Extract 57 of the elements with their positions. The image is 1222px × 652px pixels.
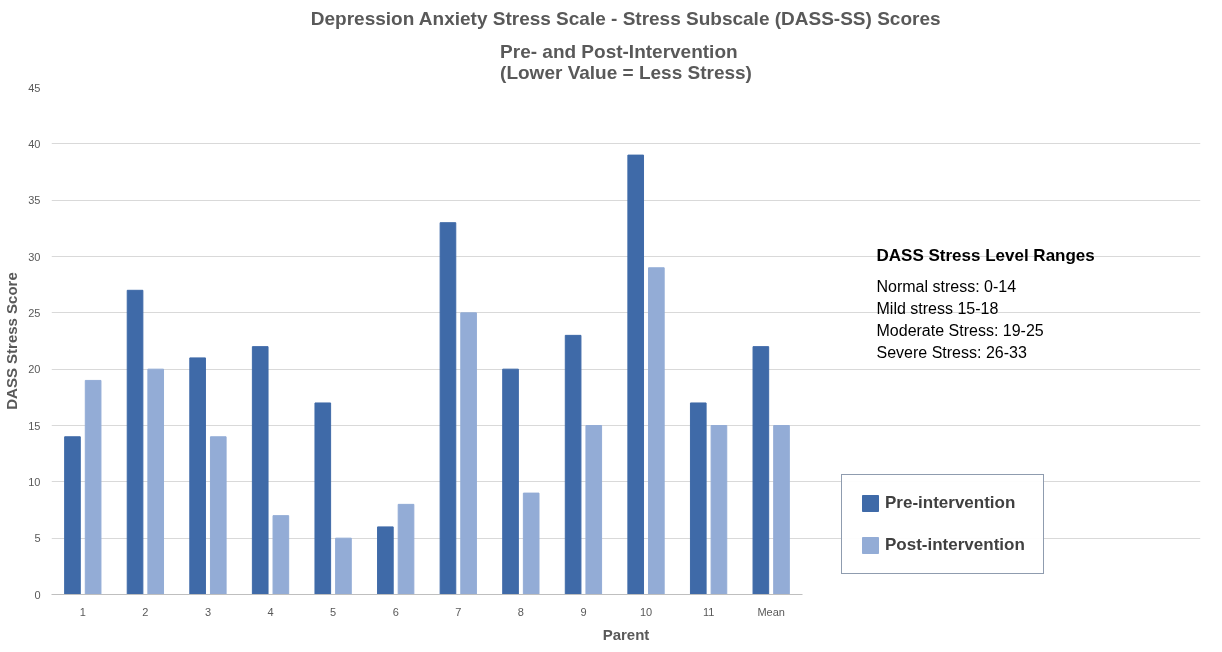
- bar: [502, 368, 519, 595]
- x-tick-label: 4: [267, 605, 274, 618]
- bar: [272, 515, 290, 595]
- bar: [773, 425, 790, 595]
- bar: [251, 346, 269, 595]
- text: Normal stress: 0-14: [876, 277, 1017, 295]
- x-tick-label: 7: [455, 605, 462, 618]
- y-axis-title: DASS Stress Score: [3, 272, 21, 410]
- x-axis-title: Parent: [602, 625, 650, 643]
- bar: [564, 334, 582, 595]
- bar: [585, 425, 603, 595]
- y-tick-label: 20: [28, 363, 41, 376]
- bar: [147, 368, 165, 595]
- y-tick-label: 45: [28, 81, 41, 94]
- bar: [460, 312, 477, 595]
- bar: [335, 537, 352, 595]
- bar: [710, 425, 728, 595]
- legend-label: Post-intervention: [885, 535, 1025, 555]
- legend-label: Pre-intervention: [885, 493, 1016, 513]
- bar: [84, 379, 102, 595]
- bar: [314, 402, 332, 595]
- y-tick-label: 0: [34, 588, 41, 601]
- x-tick-label: Mean: [757, 605, 785, 618]
- x-tick-label: 11: [702, 605, 715, 618]
- text: Mild stress 15-18: [876, 299, 999, 317]
- text: Severe Stress: 26-33: [876, 343, 1027, 361]
- x-tick-label: 2: [142, 605, 149, 618]
- y-tick-label: 40: [28, 137, 41, 150]
- bar: [64, 436, 81, 595]
- bar: [522, 492, 540, 595]
- bar: [209, 436, 227, 595]
- chart-title: Depression Anxiety Stress Scale - Stress Subscale (DASS-SS) Scores: [310, 7, 941, 29]
- bar: [648, 267, 665, 595]
- x-tick-label: 8: [517, 605, 524, 618]
- x-tick-label: 6: [392, 605, 399, 618]
- x-tick-label: 10: [639, 605, 653, 618]
- y-tick-label: 35: [28, 194, 41, 207]
- text: Moderate Stress: 19-25: [876, 321, 1044, 339]
- bar: [126, 289, 144, 595]
- bar: [627, 154, 645, 595]
- y-tick-label: 30: [28, 250, 41, 263]
- bar: [689, 402, 707, 595]
- x-tick-label: 3: [204, 605, 212, 618]
- text: DASS Stress Level Ranges: [876, 245, 1095, 265]
- y-tick-label: 5: [34, 532, 41, 545]
- y-tick-label: 10: [28, 475, 41, 488]
- x-tick-label: 1: [79, 605, 86, 618]
- bar: [377, 526, 394, 595]
- y-tick-label: 15: [28, 419, 41, 432]
- chart-subtitle: Pre- and Post-Intervention (Lower Value = Less Stress): [500, 40, 752, 83]
- x-tick-label: 5: [330, 605, 337, 618]
- bar: [439, 222, 457, 595]
- y-tick-label: 25: [28, 306, 41, 319]
- bar: [752, 346, 770, 595]
- bar: [189, 357, 206, 595]
- bar: [397, 503, 415, 595]
- x-tick-label: 9: [580, 605, 587, 618]
